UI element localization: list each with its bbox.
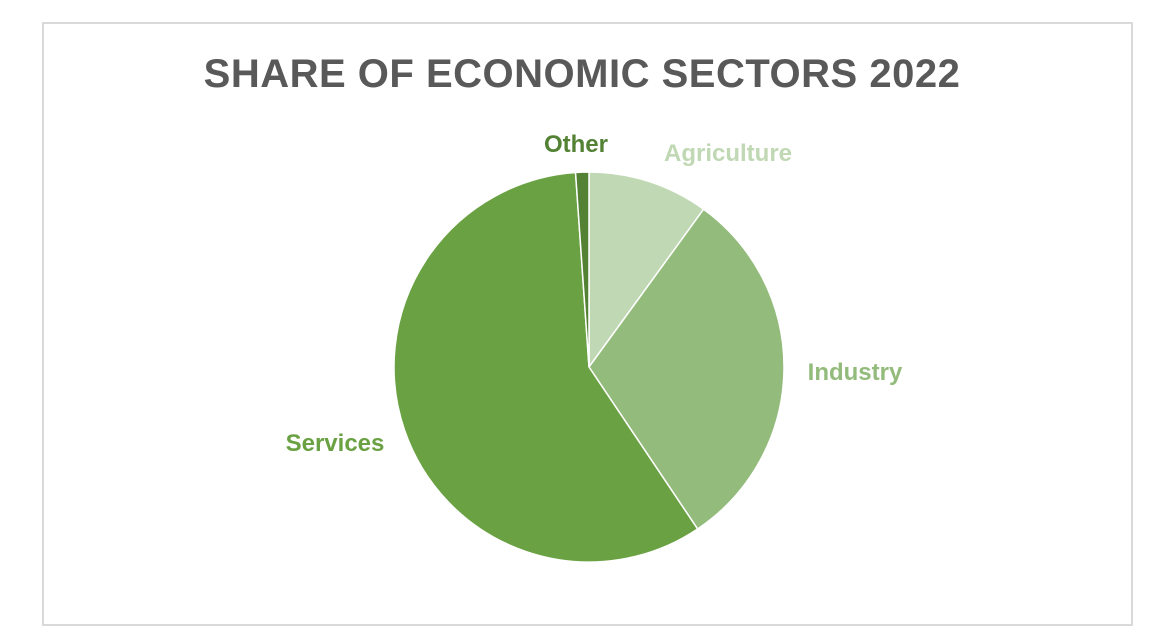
- pie-slice-other: [574, 171, 590, 368]
- pie-slice-agriculture: [588, 171, 705, 370]
- pie-slice-services: [393, 171, 699, 563]
- pie-slice-industry: [588, 208, 785, 531]
- chart-area: [42, 22, 1133, 626]
- chart-title: SHARE OF ECONOMIC SECTORS 2022: [203, 52, 961, 96]
- data-label-other: Other: [544, 131, 608, 158]
- data-label-services: Services: [286, 430, 385, 457]
- data-label-industry: Industry: [808, 359, 903, 386]
- data-label-agriculture: Agriculture: [664, 140, 792, 167]
